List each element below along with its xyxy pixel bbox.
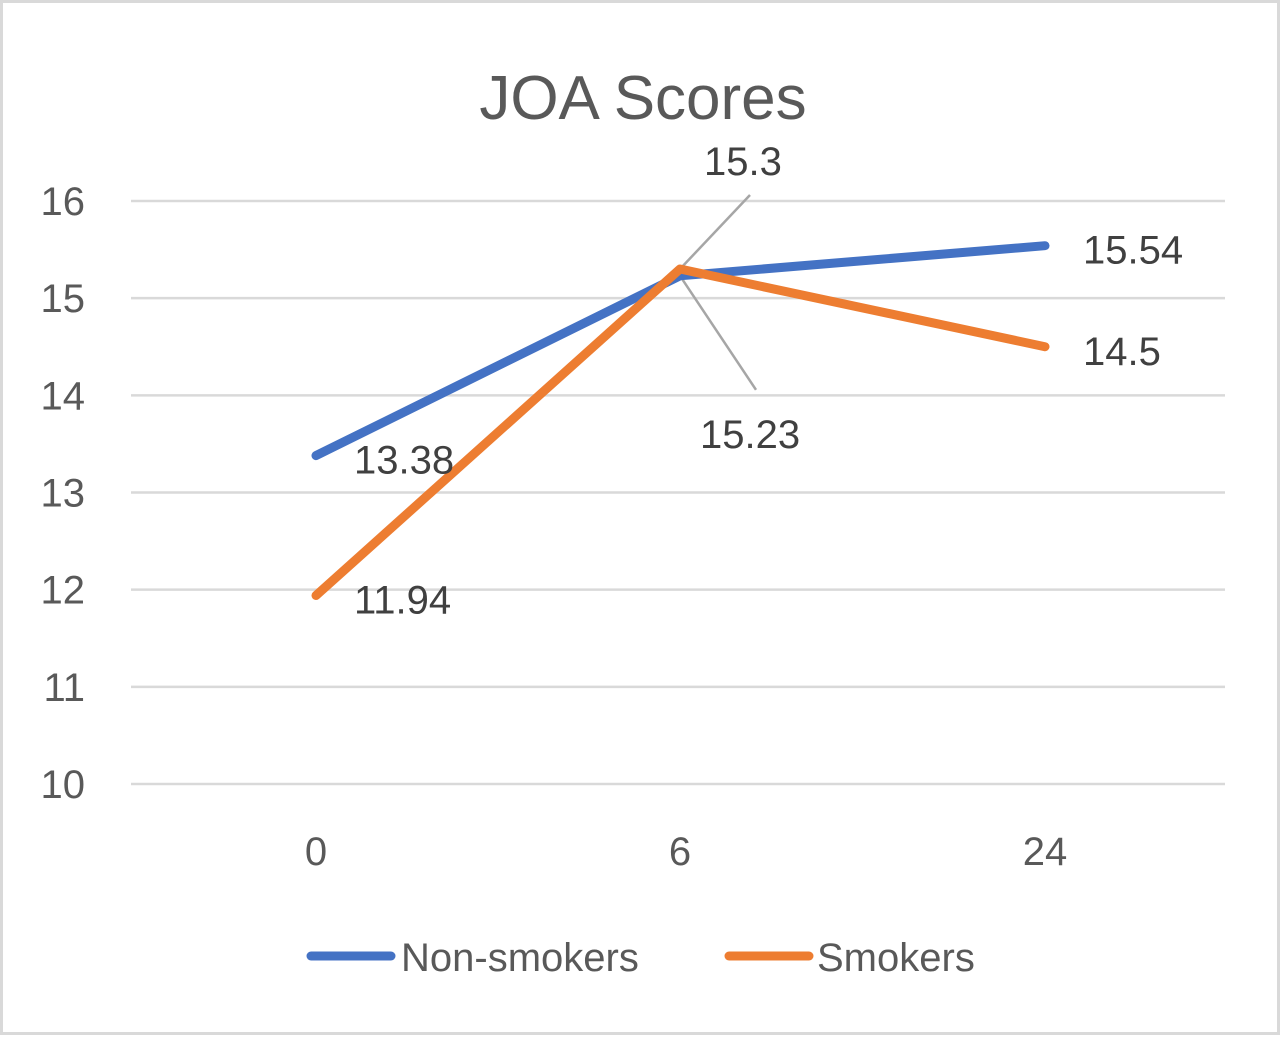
leader-line [678,275,758,391]
series-lines [311,241,1050,600]
legend: Non-smokers Smokers [306,936,975,980]
legend-item-non-smokers: Non-smokers [306,936,639,980]
axis-ticks: 10 11 12 13 14 15 16 0 6 24 [41,180,1068,874]
gridlines [131,199,1225,786]
data-label: 15.3 [704,140,782,184]
y-tick-label: 10 [41,763,86,807]
x-tick-label: 24 [1023,830,1068,874]
y-tick-label: 11 [43,666,85,710]
legend-label: Non-smokers [401,936,639,980]
x-tick-label: 0 [305,830,327,874]
legend-label: Smokers [817,936,975,980]
data-label: 15.54 [1083,229,1183,273]
chart-title: JOA Scores [479,64,806,133]
data-labels: 13.38 15.23 15.54 11.94 15.3 14.5 [354,140,1183,622]
y-tick-label: 12 [41,569,86,613]
y-tick-label: 14 [41,374,86,418]
legend-item-smokers: Smokers [724,936,975,980]
series-line-smokers [311,264,1050,600]
y-tick-label: 16 [41,180,86,224]
label-leader-lines [678,194,758,391]
data-label: 14.5 [1083,330,1161,374]
data-label: 15.23 [700,413,800,457]
data-label: 11.94 [354,578,451,622]
leader-line [679,194,751,270]
y-tick-label: 15 [41,277,86,321]
x-tick-label: 6 [669,830,691,874]
series-line-non-smokers [311,241,1050,461]
data-label: 13.38 [354,439,454,483]
y-tick-label: 13 [41,472,86,516]
